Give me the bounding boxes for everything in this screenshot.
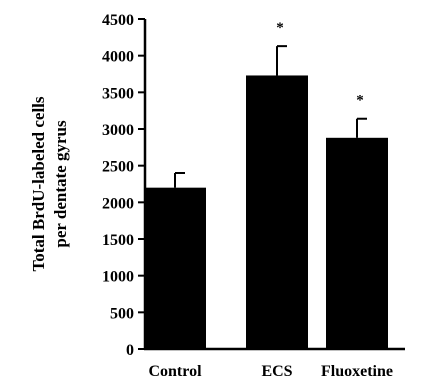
bar-ecs: [246, 75, 308, 349]
bar-fluoxetine: [326, 137, 388, 349]
x-tick-label: Fluoxetine: [321, 363, 393, 380]
y-axis-title: Total BrdU-labeled cells per dentate gyr…: [29, 96, 70, 271]
y-tick-label: 3000: [102, 122, 134, 139]
y-tick-label: 4500: [102, 12, 134, 29]
x-tick-label: Control: [148, 363, 202, 380]
y-tick-label: 4000: [102, 49, 134, 66]
y-tick-label: 1000: [102, 269, 134, 286]
y-tick-label: 1500: [102, 232, 134, 249]
y-tick-label: 500: [110, 305, 134, 322]
bars: [144, 45, 388, 349]
y-tick-label: 2000: [102, 195, 134, 212]
y-axis-title-line-2: per dentate gyrus: [51, 120, 70, 248]
significance-marker: *: [356, 93, 364, 109]
y-tick-label: 3500: [102, 85, 134, 102]
significance-marker: *: [276, 20, 284, 36]
x-tick-label: ECS: [261, 363, 292, 380]
labels: 0 500 1000 1500 2000 2500 3000 3500 4000 4500 Cont…: [102, 12, 393, 380]
y-tick-label: 2500: [102, 159, 134, 176]
y-axis-title-line-1: Total BrdU-labeled cells: [29, 96, 48, 271]
bar-control: [144, 187, 206, 349]
y-tick-label: 0: [126, 342, 134, 359]
